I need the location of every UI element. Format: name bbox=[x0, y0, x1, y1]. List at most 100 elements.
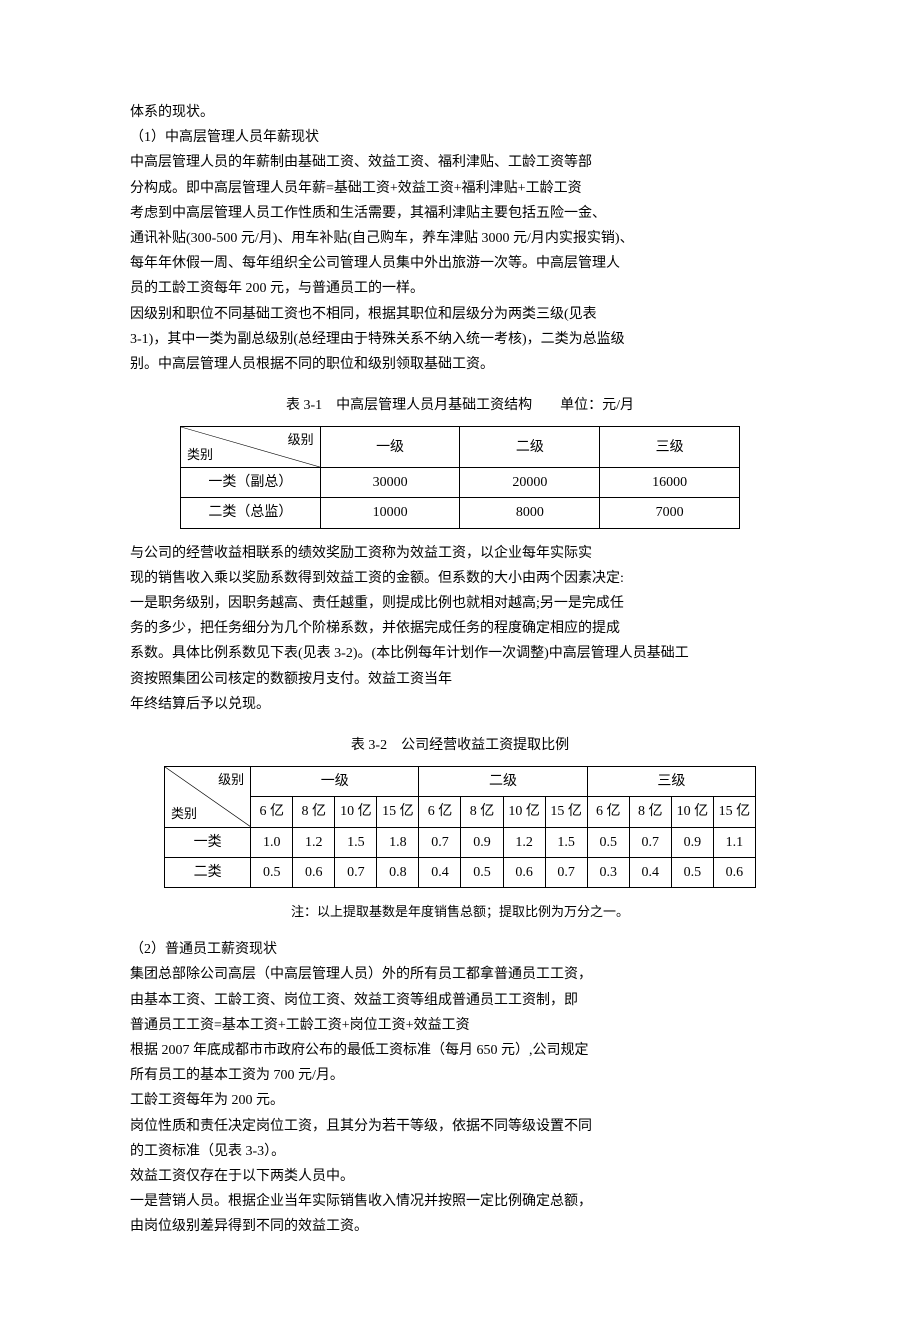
diag-top-label: 级别 bbox=[218, 768, 244, 791]
table-cell: 0.9 bbox=[671, 827, 713, 857]
table-col-header: 一级 bbox=[320, 427, 460, 468]
table-sub-header: 15 亿 bbox=[545, 797, 587, 827]
table-cell: 0.7 bbox=[335, 857, 377, 887]
table-cell: 0.5 bbox=[587, 827, 629, 857]
body-text: 由基本工资、工龄工资、岗位工资、效益工资等组成普通员工工资制，即 bbox=[130, 988, 790, 1013]
body-text: 3-1)，其中一类为副总级别(总经理由于特殊关系不纳入统一考核)，二类为总监级 bbox=[130, 327, 790, 352]
document-page: 体系的现状。 （1）中高层管理人员年薪现状 中高层管理人员的年薪制由基础工资、效… bbox=[0, 0, 920, 1340]
table-cell: 1.8 bbox=[377, 827, 419, 857]
body-text: 年终结算后予以兑现。 bbox=[130, 692, 790, 717]
table-cell: 7000 bbox=[600, 498, 740, 528]
table-row: 6 亿 8 亿 10 亿 15 亿 6 亿 8 亿 10 亿 15 亿 6 亿 … bbox=[165, 797, 756, 827]
table-cell: 0.6 bbox=[503, 857, 545, 887]
table-cell: 8000 bbox=[460, 498, 600, 528]
body-text: 一是营销人员。根据企业当年实际销售收入情况并按照一定比例确定总额， bbox=[130, 1189, 790, 1214]
body-text: 别。中高层管理人员根据不同的职位和级别领取基础工资。 bbox=[130, 352, 790, 377]
table-cell: 20000 bbox=[460, 468, 600, 498]
paragraph-block-mid: 与公司的经营收益相联系的绩效奖励工资称为效益工资，以企业每年实际实 现的销售收入… bbox=[130, 541, 790, 717]
table-3-1: 级别 类别 一级 二级 三级 一类（副总） 30000 20000 16000 … bbox=[180, 426, 740, 528]
body-text: （1）中高层管理人员年薪现状 bbox=[130, 125, 790, 150]
table-cell: 0.7 bbox=[545, 857, 587, 887]
table-cell: 0.6 bbox=[293, 857, 335, 887]
body-text: 集团总部除公司高层（中高层管理人员）外的所有员工都拿普通员工工资， bbox=[130, 962, 790, 987]
body-text: 与公司的经营收益相联系的绩效奖励工资称为效益工资，以企业每年实际实 bbox=[130, 541, 790, 566]
table-cell: 1.2 bbox=[503, 827, 545, 857]
table-row-label: 二类 bbox=[165, 857, 251, 887]
body-text: 中高层管理人员的年薪制由基础工资、效益工资、福利津贴、工龄工资等部 bbox=[130, 150, 790, 175]
table-row-label: 一类（副总） bbox=[181, 468, 321, 498]
table-3-1-caption: 表 3-1 中高层管理人员月基础工资结构 单位：元/月 bbox=[130, 393, 790, 418]
body-text: （2）普通员工薪资现状 bbox=[130, 937, 790, 962]
body-text: 每年年休假一周、每年组织全公司管理人员集中外出旅游一次等。中高层管理人 bbox=[130, 251, 790, 276]
table-cell: 10000 bbox=[320, 498, 460, 528]
table-cell: 0.8 bbox=[377, 857, 419, 887]
table-sub-header: 6 亿 bbox=[251, 797, 293, 827]
diag-top-label: 级别 bbox=[288, 428, 314, 451]
table-sub-header: 6 亿 bbox=[419, 797, 461, 827]
table-sub-header: 10 亿 bbox=[503, 797, 545, 827]
body-text: 效益工资仅存在于以下两类人员中。 bbox=[130, 1164, 790, 1189]
table-cell: 0.3 bbox=[587, 857, 629, 887]
table-row: 一类（副总） 30000 20000 16000 bbox=[181, 468, 740, 498]
table-sub-header: 15 亿 bbox=[377, 797, 419, 827]
table-group-header: 二级 bbox=[419, 767, 587, 797]
body-text: 通讯补贴(300-500 元/月)、用车补贴(自己购车，养车津贴 3000 元/… bbox=[130, 226, 790, 251]
table-cell: 1.5 bbox=[335, 827, 377, 857]
body-text: 现的销售收入乘以奖励系数得到效益工资的金额。但系数的大小由两个因素决定: bbox=[130, 566, 790, 591]
table-cell: 1.1 bbox=[713, 827, 755, 857]
table-cell: 30000 bbox=[320, 468, 460, 498]
table-sub-header: 15 亿 bbox=[713, 797, 755, 827]
body-text: 因级别和职位不同基础工资也不相同，根据其职位和层级分为两类三级(见表 bbox=[130, 302, 790, 327]
table-cell: 0.9 bbox=[461, 827, 503, 857]
table-cell: 1.2 bbox=[293, 827, 335, 857]
body-text: 体系的现状。 bbox=[130, 100, 790, 125]
table-cell: 1.0 bbox=[251, 827, 293, 857]
body-text: 务的多少，把任务细分为几个阶梯系数，并依据完成任务的程度确定相应的提成 bbox=[130, 616, 790, 641]
table-sub-header: 8 亿 bbox=[461, 797, 503, 827]
body-text: 所有员工的基本工资为 700 元/月。 bbox=[130, 1063, 790, 1088]
paragraph-block-top: 体系的现状。 （1）中高层管理人员年薪现状 中高层管理人员的年薪制由基础工资、效… bbox=[130, 100, 790, 377]
body-text: 的工资标准（见表 3-3）。 bbox=[130, 1139, 790, 1164]
table-col-header: 三级 bbox=[600, 427, 740, 468]
table-sub-header: 6 亿 bbox=[587, 797, 629, 827]
table-row: 二类（总监） 10000 8000 7000 bbox=[181, 498, 740, 528]
table-row: 级别 类别 一级 二级 三级 bbox=[165, 767, 756, 797]
body-text: 考虑到中高层管理人员工作性质和生活需要，其福利津贴主要包括五险一金、 bbox=[130, 201, 790, 226]
paragraph-block-bottom: （2）普通员工薪资现状 集团总部除公司高层（中高层管理人员）外的所有员工都拿普通… bbox=[130, 937, 790, 1239]
table-diag-header: 级别 类别 bbox=[165, 767, 251, 827]
table-cell: 0.5 bbox=[461, 857, 503, 887]
diag-bottom-label: 类别 bbox=[171, 802, 197, 825]
table-group-header: 一级 bbox=[251, 767, 419, 797]
table-row: 级别 类别 一级 二级 三级 bbox=[181, 427, 740, 468]
body-text: 系数。具体比例系数见下表(见表 3-2)。(本比例每年计划作一次调整)中高层管理… bbox=[130, 641, 790, 666]
table-cell: 0.5 bbox=[251, 857, 293, 887]
table-cell: 0.4 bbox=[419, 857, 461, 887]
body-text: 资按照集团公司核定的数额按月支付。效益工资当年 bbox=[130, 667, 790, 692]
table-3-2: 级别 类别 一级 二级 三级 6 亿 8 亿 10 亿 15 亿 6 亿 8 亿… bbox=[164, 766, 756, 888]
table-diag-header: 级别 类别 bbox=[181, 427, 321, 468]
diag-bottom-label: 类别 bbox=[187, 443, 213, 466]
table-cell: 16000 bbox=[600, 468, 740, 498]
table-col-header: 二级 bbox=[460, 427, 600, 468]
body-text: 由岗位级别差异得到不同的效益工资。 bbox=[130, 1214, 790, 1239]
table-3-2-caption: 表 3-2 公司经营收益工资提取比例 bbox=[130, 733, 790, 758]
table-sub-header: 10 亿 bbox=[671, 797, 713, 827]
body-text: 一是职务级别，因职务越高、责任越重，则提成比例也就相对越高;另一是完成任 bbox=[130, 591, 790, 616]
table-row-label: 一类 bbox=[165, 827, 251, 857]
table-group-header: 三级 bbox=[587, 767, 755, 797]
table-sub-header: 8 亿 bbox=[629, 797, 671, 827]
table-row: 二类 0.5 0.6 0.7 0.8 0.4 0.5 0.6 0.7 0.3 0… bbox=[165, 857, 756, 887]
table-row: 一类 1.0 1.2 1.5 1.8 0.7 0.9 1.2 1.5 0.5 0… bbox=[165, 827, 756, 857]
table-cell: 1.5 bbox=[545, 827, 587, 857]
table-3-2-note: 注：以上提取基数是年度销售总额；提取比例为万分之一。 bbox=[130, 900, 790, 923]
table-cell: 0.7 bbox=[629, 827, 671, 857]
table-sub-header: 8 亿 bbox=[293, 797, 335, 827]
table-cell: 0.5 bbox=[671, 857, 713, 887]
body-text: 分构成。即中高层管理人员年薪=基础工资+效益工资+福利津贴+工龄工资 bbox=[130, 176, 790, 201]
table-sub-header: 10 亿 bbox=[335, 797, 377, 827]
table-cell: 0.4 bbox=[629, 857, 671, 887]
body-text: 工龄工资每年为 200 元。 bbox=[130, 1088, 790, 1113]
body-text: 岗位性质和责任决定岗位工资，且其分为若干等级，依据不同等级设置不同 bbox=[130, 1114, 790, 1139]
table-row-label: 二类（总监） bbox=[181, 498, 321, 528]
table-cell: 0.6 bbox=[713, 857, 755, 887]
